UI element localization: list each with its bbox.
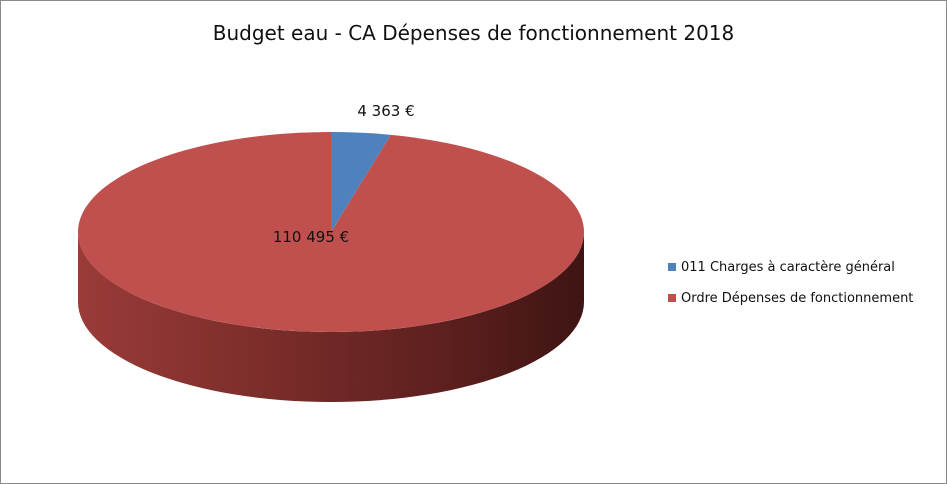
legend-swatch-ordre	[668, 294, 676, 302]
pie-slice-ordre	[78, 132, 585, 332]
chart-legend: 011 Charges à caractère général Ordre Dé…	[668, 257, 913, 319]
data-label-charges: 4 363 €	[357, 102, 414, 120]
pie-slice-side-ordre	[78, 232, 584, 402]
data-label-ordre: 110 495 €	[273, 228, 349, 246]
legend-label-charges: 011 Charges à caractère général	[681, 259, 895, 275]
legend-swatch-charges	[668, 263, 676, 271]
chart-title: Budget eau - CA Dépenses de fonctionneme…	[212, 21, 735, 45]
pie-slice-charges	[331, 132, 391, 232]
legend-label-ordre: Ordre Dépenses de fonctionnement	[681, 290, 914, 306]
legend-item-ordre: Ordre Dépenses de fonctionnement	[668, 288, 913, 308]
legend-item-charges: 011 Charges à caractère général	[668, 257, 913, 277]
